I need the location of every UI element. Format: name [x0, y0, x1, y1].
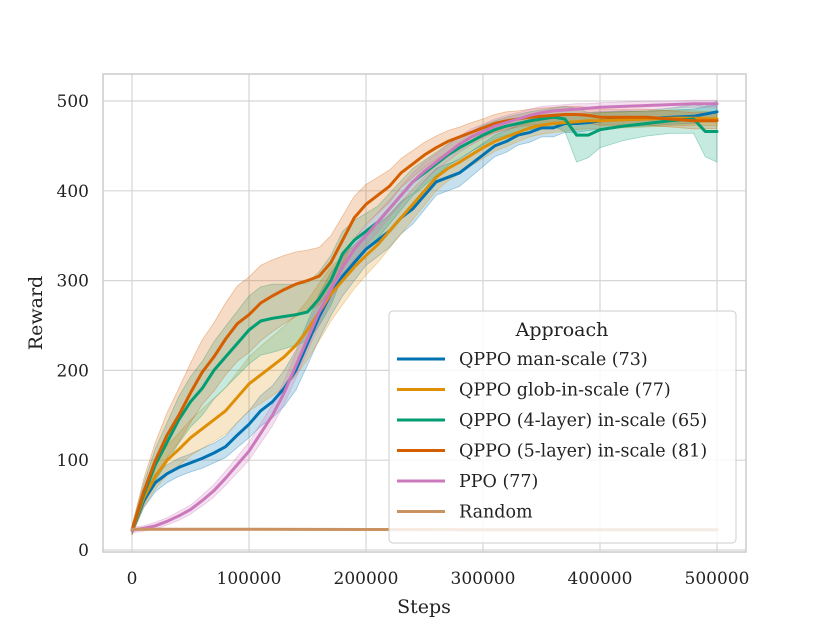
y-tick-label: 0: [78, 541, 89, 561]
legend-title: Approach: [515, 319, 609, 341]
band-ppo-77: [131, 99, 718, 534]
x-tick-label: 400000: [568, 569, 633, 589]
legend-label-qppo-man-scale-73: QPPO man-scale (73): [459, 350, 648, 370]
x-tick-label: 0: [127, 569, 138, 589]
legend-box: [388, 310, 737, 544]
x-tick-label: 100000: [217, 569, 282, 589]
y-tick-label: 400: [57, 182, 89, 202]
legend-label-random: Random: [459, 503, 533, 523]
y-axis-label: Reward: [25, 276, 47, 350]
x-axis-label: Steps: [397, 596, 451, 618]
plot-frame: [102, 73, 747, 553]
y-tick-label: 100: [57, 451, 89, 471]
legend-label-qppo-5-layer-in-scale-81: QPPO (5-layer) in-scale (81): [459, 442, 707, 462]
line-ppo-77: [130, 102, 719, 532]
legend: Approach QPPO man-scale (73) QPPO glob-in…: [388, 310, 737, 544]
x-tick-label: 500000: [685, 569, 750, 589]
line-qppo-5-layer-in-scale-81: [130, 113, 719, 532]
legend-label-ppo-77: PPO (77): [459, 472, 538, 492]
y-tick-label: 200: [57, 361, 89, 381]
x-tick-label: 200000: [334, 569, 399, 589]
x-tick-label: 300000: [451, 569, 516, 589]
x-tick-labels: 0 100000 200000 300000 400000 500000: [127, 569, 750, 589]
y-tick-labels: 0 100 200 300 400 500: [57, 92, 89, 561]
y-tick-label: 300: [57, 272, 89, 292]
band-qppo-4-layer-in-scale-65: [131, 100, 718, 535]
legend-label-qppo-4-layer-in-scale-65: QPPO (4-layer) in-scale (65): [459, 411, 707, 431]
y-tick-label: 500: [57, 92, 89, 112]
legend-label-qppo-glob-in-scale-77: QPPO glob-in-scale (77): [459, 381, 671, 401]
series-lines: [130, 102, 719, 532]
line-qppo-glob-in-scale-77: [130, 116, 719, 532]
